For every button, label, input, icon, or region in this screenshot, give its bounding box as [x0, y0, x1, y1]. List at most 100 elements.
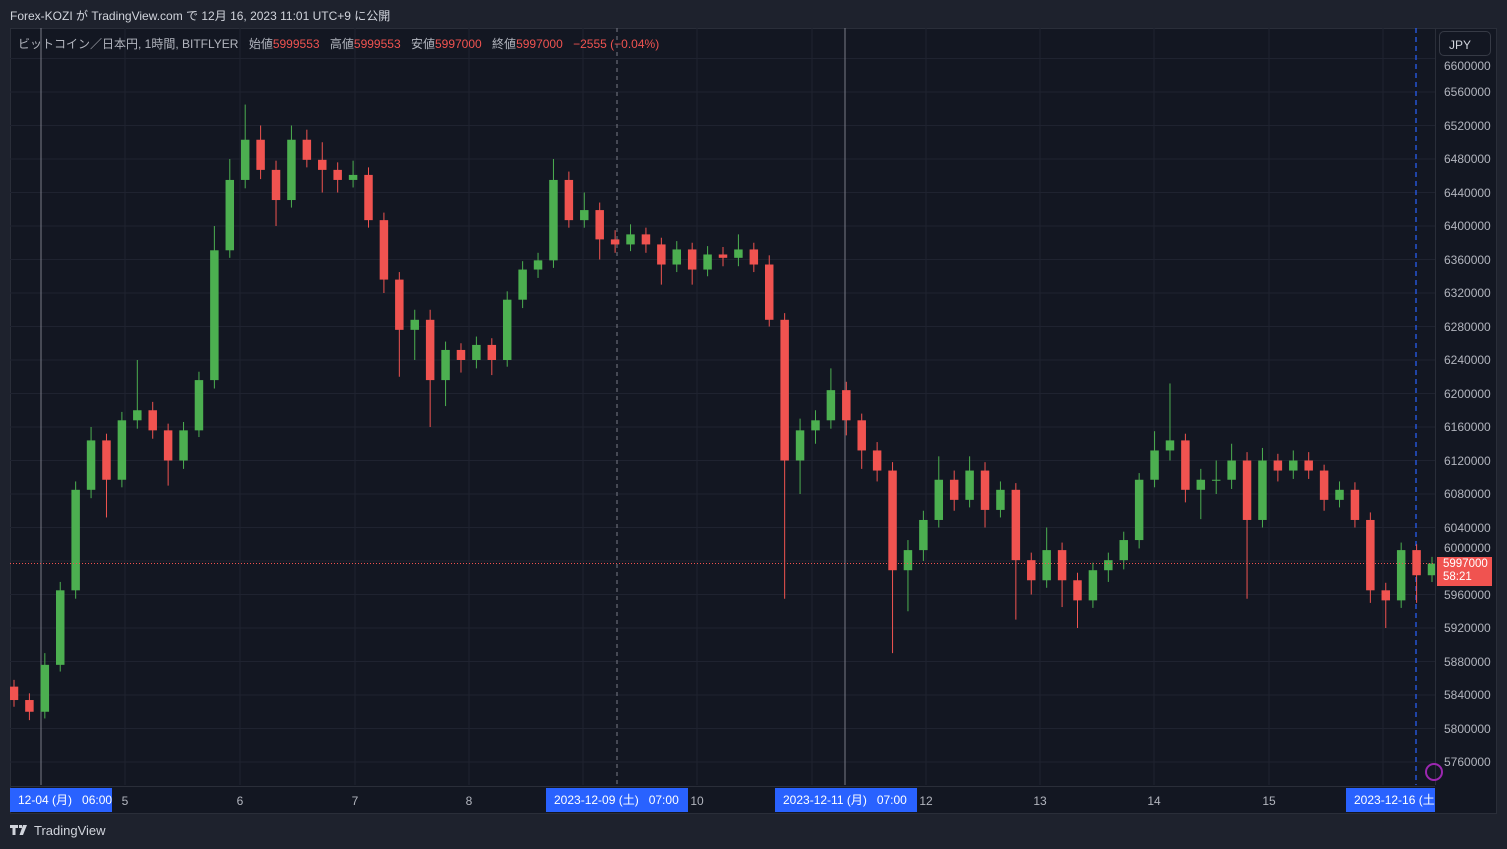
candle-body — [1211, 479, 1221, 481]
price-tick-label: 6160000 — [1444, 420, 1491, 434]
candle-body — [1134, 479, 1144, 541]
candle-body — [25, 700, 34, 712]
price-tick-label: 6200000 — [1444, 386, 1491, 401]
candle-body — [1258, 460, 1267, 520]
candle-body — [811, 420, 820, 431]
candle-body — [549, 179, 558, 261]
candle-body — [86, 440, 96, 490]
price-tick-label: 5760000 — [1444, 755, 1491, 769]
low-label: 安値 — [410, 37, 435, 51]
price-tick-label: 6560000 — [1444, 85, 1491, 99]
candle-body — [1381, 590, 1390, 601]
candle-body — [256, 139, 265, 170]
candle-body — [441, 349, 450, 381]
time-tick-label: 7 — [351, 794, 359, 808]
candle-body — [1027, 560, 1036, 581]
candle-body — [194, 380, 204, 431]
time-tick-label: 15 — [1262, 794, 1276, 808]
candle-body — [163, 430, 173, 461]
candle-body — [148, 410, 157, 431]
candle-body — [780, 319, 789, 461]
candle-body — [610, 239, 620, 245]
candle-body — [533, 260, 543, 270]
candle-body — [657, 244, 666, 265]
candle-body — [1057, 550, 1067, 581]
high-label: 高値 — [329, 37, 354, 51]
time-highlight-label: 2023-12-16 (土 — [1346, 788, 1435, 812]
candle-body — [842, 390, 851, 421]
candle-body — [1304, 460, 1313, 471]
time-tick-label: 12 — [919, 794, 933, 808]
price-tick-label: 5960000 — [1444, 587, 1491, 602]
time-highlight-label: 2023-12-11 (月) 07:00 — [775, 788, 917, 812]
candle-body — [10, 686, 19, 701]
candle-body — [903, 550, 913, 571]
candle-body — [425, 319, 435, 381]
candle-body — [287, 139, 296, 201]
candle-body — [271, 169, 281, 201]
publish-info: Forex-KOZI が TradingView.com で 12月 16, 2… — [10, 9, 391, 23]
candle-body — [71, 489, 80, 591]
price-tick-label: 6040000 — [1444, 520, 1491, 535]
ohlc-legend: ビットコイン／日本円, 1時間, BITFLYER 始値5999553 高値59… — [18, 35, 666, 52]
candle-body — [1396, 550, 1406, 601]
candle-body — [1350, 489, 1360, 520]
candle-body — [179, 430, 188, 461]
candle-body — [1165, 440, 1175, 451]
price-tick-label: 5840000 — [1444, 688, 1491, 702]
candle-body — [348, 174, 358, 180]
candle-body — [395, 279, 404, 330]
candle-body — [225, 179, 235, 251]
candle-body — [919, 519, 928, 551]
change-value: −2555 (−0.04%) — [573, 37, 660, 51]
footer-brand-text: TradingView — [34, 823, 106, 838]
candle-body — [1088, 570, 1098, 601]
candle-body — [888, 470, 897, 571]
candle-body — [1273, 460, 1283, 471]
currency-button[interactable]: JPY — [1439, 31, 1491, 56]
candle-body — [502, 299, 512, 360]
candle-body — [1227, 460, 1236, 480]
candle-body — [595, 210, 604, 240]
candle-body — [1042, 550, 1051, 581]
time-tick-label: 10 — [690, 794, 704, 808]
candle-body — [965, 470, 974, 500]
close-label: 終値 — [492, 37, 517, 51]
candle-body — [518, 269, 527, 300]
event-marker-icon[interactable] — [1425, 763, 1443, 781]
candle-body — [718, 254, 728, 258]
time-tick-label: 6 — [236, 794, 244, 808]
chart-plot-area[interactable] — [10, 28, 1435, 785]
time-tick-label: 8 — [465, 794, 473, 808]
candle-body — [364, 174, 373, 221]
symbol-label[interactable]: ビットコイン／日本円, 1時間, BITFLYER — [18, 37, 239, 51]
candle-body — [1319, 470, 1329, 500]
candle-body — [734, 249, 743, 258]
tradingview-logo-icon — [10, 824, 27, 835]
price-tick-label: 6080000 — [1444, 487, 1491, 501]
candle-body — [1104, 560, 1113, 571]
time-highlight-label: 2023-12-09 (土) 07:00 — [546, 788, 688, 812]
time-axis[interactable]: 5 6 7 8 10 12 13 14 15 12-04 (月) 06:00 2023-12-09 … — [10, 786, 1435, 814]
price-tick-label: 6000000 — [1444, 540, 1491, 555]
candle-body — [580, 210, 589, 221]
candle-body — [949, 479, 959, 500]
candle-body — [1335, 489, 1344, 500]
candle-body — [1366, 519, 1375, 591]
last-price-value: 5997000 — [1443, 558, 1488, 570]
candle-body — [934, 479, 944, 520]
candle-body — [1181, 440, 1190, 490]
price-tick-label: 6240000 — [1444, 353, 1491, 367]
open-value: 5999553 — [272, 37, 320, 51]
price-axis[interactable]: 6600000 6560000 6520000 6480000 6440000 64000… — [1435, 28, 1498, 785]
candle-body — [379, 220, 389, 280]
candle-body — [487, 344, 497, 360]
candle-body — [765, 264, 774, 320]
candle-body — [672, 249, 681, 265]
last-price-label: 5997000 58:21 — [1437, 557, 1492, 586]
price-tick-label: 6520000 — [1444, 118, 1491, 133]
candle-body — [857, 420, 866, 451]
candle-body — [1011, 489, 1021, 561]
candle-body — [1119, 540, 1128, 561]
candle-body — [1427, 563, 1435, 576]
